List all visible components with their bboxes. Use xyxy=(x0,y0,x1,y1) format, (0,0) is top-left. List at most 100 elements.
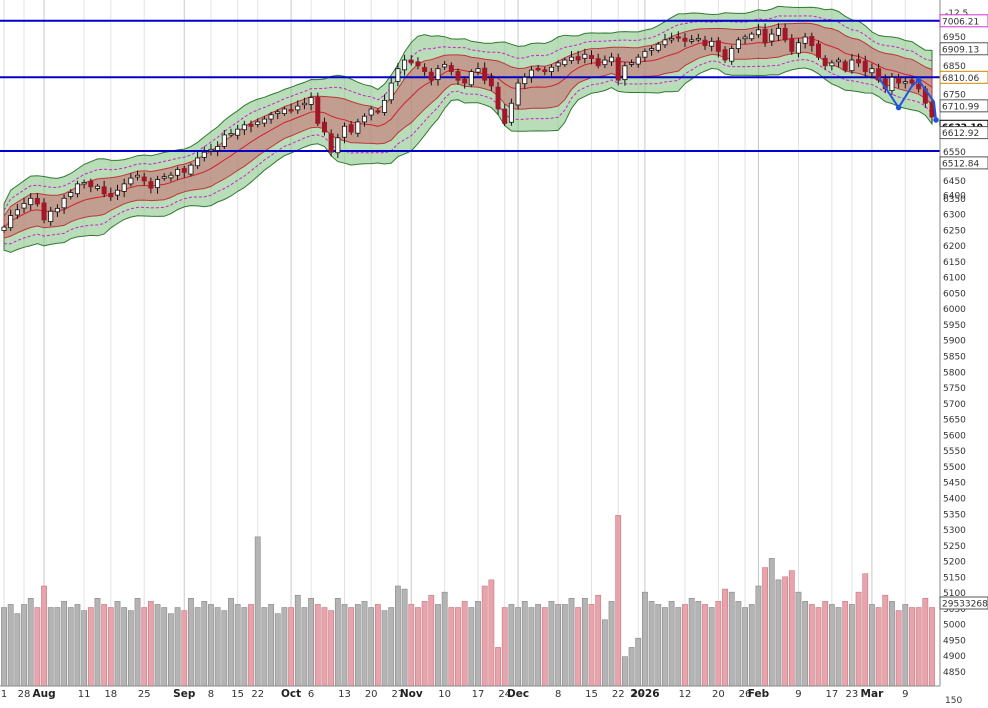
price-tag-label: 6810.06 xyxy=(942,74,979,84)
volume-bar xyxy=(675,607,682,687)
candle-body xyxy=(328,133,334,153)
volume-bar xyxy=(361,601,368,687)
x-day-label: 28 xyxy=(18,689,31,700)
candle-body xyxy=(869,68,875,74)
candle-body xyxy=(255,121,261,125)
y-tick-label: 5600 xyxy=(943,431,966,441)
x-day-label: 10 xyxy=(438,689,451,700)
volume-bar xyxy=(288,607,294,687)
candle-body xyxy=(482,67,488,81)
volume-bar xyxy=(448,607,455,687)
candle-body xyxy=(622,65,628,81)
x-day-label: 9 xyxy=(795,689,801,700)
candle-body xyxy=(508,102,514,123)
volume-bar xyxy=(107,607,114,687)
candle-body xyxy=(662,39,668,46)
volume-bar xyxy=(61,601,67,687)
y-tick-label: 6550 xyxy=(943,148,966,158)
volume-bar xyxy=(455,607,461,687)
volume-bar xyxy=(535,604,542,687)
volume-bar xyxy=(394,585,401,687)
candle-body xyxy=(816,43,822,58)
volume-bar xyxy=(889,601,895,687)
volume-bar xyxy=(408,604,415,687)
volume-bar xyxy=(401,588,408,687)
candle-body xyxy=(81,182,87,185)
candle-body xyxy=(281,108,287,115)
candle-body xyxy=(602,59,608,66)
volume-bar xyxy=(501,607,508,687)
volume-bar xyxy=(428,594,435,687)
volume-bar xyxy=(915,607,922,687)
y-tick-label: 5550 xyxy=(943,447,966,457)
candle-body xyxy=(248,123,254,127)
volume-bar xyxy=(708,607,715,687)
candle-body xyxy=(702,39,708,47)
candle-body xyxy=(862,60,868,72)
price-tag-label: 6909.13 xyxy=(942,45,979,55)
volume-bar xyxy=(869,604,875,687)
y-tick-label: 5400 xyxy=(943,494,966,504)
volume-bar xyxy=(628,647,635,687)
volume-tag-box xyxy=(939,596,988,610)
candle-body xyxy=(535,67,541,71)
volume-bar xyxy=(228,597,234,687)
y-tick-label: 5500 xyxy=(943,463,966,473)
volume-bar xyxy=(682,604,688,687)
outer-envelope-band xyxy=(3,5,933,253)
volume-bar xyxy=(515,607,521,687)
y-tick-label: 5950 xyxy=(943,321,966,331)
x-day-label: 12 xyxy=(679,689,692,700)
volume-bar xyxy=(755,585,762,687)
x-month-label: Nov xyxy=(400,688,423,700)
candle-body xyxy=(94,185,100,189)
volume-bar xyxy=(261,607,268,687)
price-tags: 7006.216909.136810.066710.996632.196612.… xyxy=(939,14,988,610)
volume-bar xyxy=(374,604,381,687)
x-month-label: Aug xyxy=(32,688,55,700)
y-tick-label: 5300 xyxy=(943,526,966,536)
volume-bar xyxy=(188,597,194,687)
price-tag-label: 6612.92 xyxy=(942,129,979,139)
volume-bar xyxy=(521,601,528,687)
volume-bar xyxy=(735,601,742,687)
x-month-label: Oct xyxy=(281,688,301,700)
candle-body xyxy=(141,176,147,182)
candle-body xyxy=(742,36,748,40)
volume-bar xyxy=(548,601,555,687)
candle-body xyxy=(542,69,548,72)
candle-body xyxy=(735,39,741,49)
candle-body xyxy=(782,27,788,41)
candle-body xyxy=(114,189,120,196)
candle-body xyxy=(909,79,915,84)
y-axis-bottom-label: 150 xyxy=(945,696,962,704)
candle-body xyxy=(108,192,114,198)
volume-bar xyxy=(14,613,21,687)
volume-bar xyxy=(368,607,375,687)
y-tick-label: 5850 xyxy=(943,353,966,363)
candle-body xyxy=(515,82,521,106)
volume-bar xyxy=(234,604,241,687)
volume-bar xyxy=(94,597,101,687)
candle-body xyxy=(301,102,307,106)
candle-body xyxy=(555,62,561,67)
volume-bar xyxy=(929,607,935,687)
volume-bar xyxy=(27,597,34,687)
candle-body xyxy=(101,186,107,195)
candle-body xyxy=(195,157,201,167)
candle-body xyxy=(749,33,755,40)
volume-bar xyxy=(909,607,915,687)
candle-body xyxy=(54,207,60,213)
volume-bar xyxy=(782,576,789,687)
candle-body xyxy=(14,209,20,216)
volume-bar xyxy=(21,604,27,687)
candle-body xyxy=(655,43,661,51)
arrow-head xyxy=(933,117,939,123)
volume-bar xyxy=(208,604,214,687)
candle-body xyxy=(321,121,327,133)
price-tag-label: 7006.21 xyxy=(942,17,979,27)
volume-bar xyxy=(328,610,335,687)
price-tag-box xyxy=(939,99,988,113)
candle-body xyxy=(789,38,795,52)
volume-bar xyxy=(308,597,315,687)
